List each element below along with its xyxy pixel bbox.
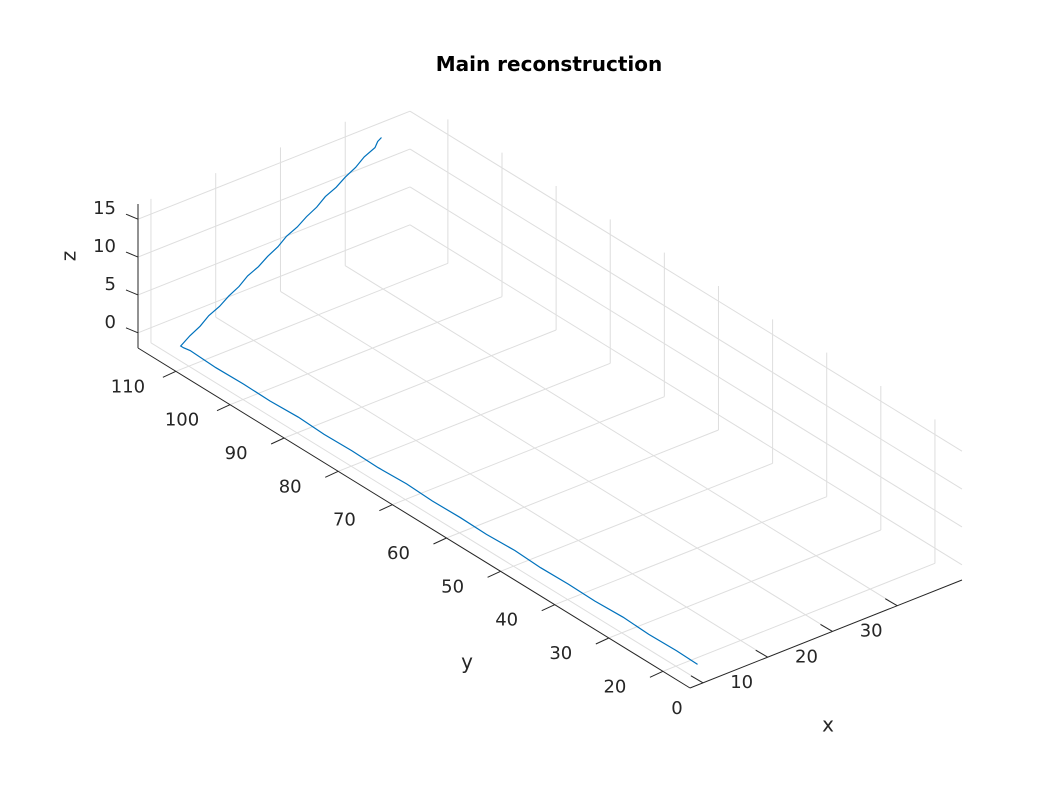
y-tick-label: 20 bbox=[603, 676, 626, 697]
label-layer: 0 10 20 30 20 30 40 50 60 70 80 90 100 110 0 5 10 15 x y z bbox=[57, 198, 883, 736]
grid-line bbox=[338, 362, 611, 472]
y-tick-label: 50 bbox=[441, 576, 464, 597]
y-tick-label: 80 bbox=[279, 476, 302, 497]
x-tick bbox=[755, 649, 768, 658]
y-tick bbox=[595, 637, 610, 645]
y-tick-label: 90 bbox=[225, 443, 248, 464]
x-tick bbox=[820, 623, 833, 632]
y-tick-label: 100 bbox=[165, 410, 199, 431]
grid-line bbox=[662, 562, 936, 672]
grid-line bbox=[137, 224, 411, 334]
axis-layer bbox=[125, 204, 963, 689]
y-tick bbox=[541, 604, 555, 612]
grid-line bbox=[409, 186, 963, 528]
y-axis-line bbox=[137, 347, 691, 689]
grid-layer bbox=[137, 110, 963, 684]
y-tick bbox=[325, 470, 339, 478]
grid-line bbox=[137, 110, 411, 220]
x-tick-label: 20 bbox=[795, 646, 818, 667]
y-tick-label: 110 bbox=[111, 376, 145, 397]
y-tick-label: 40 bbox=[495, 610, 518, 631]
z-tick-label: 15 bbox=[93, 198, 116, 219]
y-tick bbox=[162, 370, 177, 378]
grid-line bbox=[137, 148, 411, 258]
grid-line bbox=[409, 224, 963, 566]
series-line bbox=[179, 137, 698, 665]
y-tick bbox=[379, 504, 393, 512]
grid-line bbox=[409, 110, 963, 452]
z-axis-label: z bbox=[57, 251, 81, 262]
x-tick bbox=[884, 598, 898, 607]
y-tick-label: 70 bbox=[333, 510, 356, 531]
z-tick bbox=[125, 213, 139, 220]
z-tick-label: 0 bbox=[105, 312, 116, 333]
y-tick bbox=[433, 537, 447, 545]
y-tick bbox=[649, 670, 664, 678]
grid-line bbox=[392, 396, 665, 506]
grid-line bbox=[409, 148, 963, 490]
grid-line bbox=[229, 296, 503, 406]
grid-line bbox=[554, 496, 827, 606]
y-tick-label: 30 bbox=[549, 643, 572, 664]
x-tick-label: 10 bbox=[730, 672, 753, 693]
grid-line bbox=[446, 429, 719, 539]
x-tick-label: 0 bbox=[671, 698, 682, 719]
z-tick-label: 10 bbox=[93, 236, 116, 257]
grid-line bbox=[500, 462, 773, 572]
grid-line bbox=[150, 342, 704, 684]
y-tick bbox=[487, 570, 501, 578]
series-layer bbox=[179, 137, 698, 665]
y-tick-label: 60 bbox=[387, 543, 410, 564]
x-tick-label: 30 bbox=[860, 621, 883, 642]
grid-line bbox=[175, 262, 449, 372]
z-tick bbox=[125, 289, 139, 296]
grid-line bbox=[608, 529, 882, 639]
grid-line bbox=[283, 329, 557, 439]
x-axis-label: x bbox=[822, 713, 834, 737]
x-tick bbox=[690, 675, 704, 684]
z-tick bbox=[125, 327, 139, 334]
z-tick bbox=[125, 251, 139, 258]
y-tick bbox=[270, 437, 285, 445]
y-tick bbox=[216, 404, 231, 412]
y-axis-label: y bbox=[461, 650, 473, 674]
x-axis-line bbox=[689, 579, 963, 689]
chart-title: Main reconstruction bbox=[436, 52, 663, 76]
z-tick-label: 5 bbox=[105, 274, 116, 295]
grid-line bbox=[137, 186, 411, 296]
